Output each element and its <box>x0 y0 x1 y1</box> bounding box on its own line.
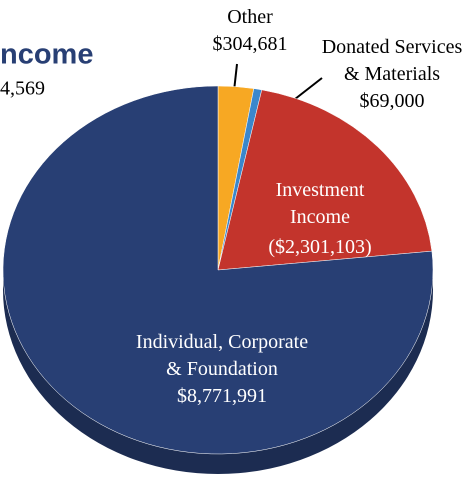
value-label: $69,000 <box>360 90 425 112</box>
category-label: Other <box>227 6 273 28</box>
slice-label: Individual, Corporate & Foundation $8,771,… <box>136 331 308 407</box>
category-label: Donated Services & Materials <box>322 36 463 85</box>
slice <box>217 89 433 271</box>
category-label: Individual, Corporate & Foundation <box>136 331 308 380</box>
value-label: $8,771,991 <box>177 385 267 407</box>
slice-label: Investment Income ($2,301,103) <box>268 179 371 258</box>
chart-title: ncome <box>0 39 93 71</box>
value-label: $304,681 <box>213 33 288 55</box>
category-label: Investment Income <box>276 179 365 228</box>
slice <box>2 85 434 455</box>
chart-subtitle: 4,569 <box>0 78 45 100</box>
pie <box>2 85 434 474</box>
slice-label: Other $304,681 <box>213 6 288 55</box>
value-label: ($2,301,103) <box>268 236 371 258</box>
slice-label: Donated Services & Materials $69,000 <box>322 36 463 112</box>
labels: Other $304,681 Donated Services & Materials… <box>136 6 463 407</box>
